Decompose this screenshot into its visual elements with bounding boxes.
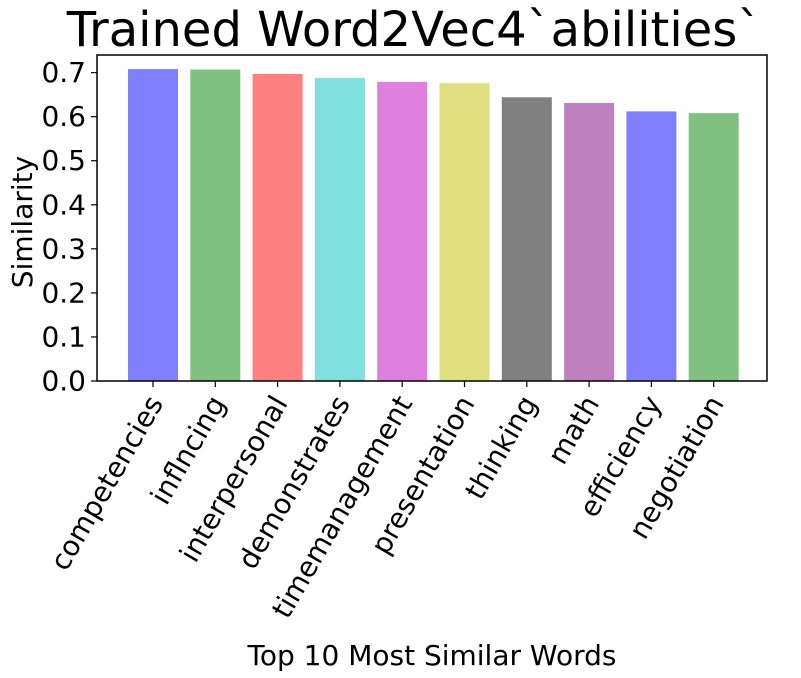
y-tick-label: 0.6 bbox=[41, 100, 86, 133]
bar-interpersonal bbox=[252, 73, 303, 382]
y-tick-label: 0.3 bbox=[41, 232, 86, 265]
x-axis-label: Top 10 Most Similar Words bbox=[247, 639, 617, 672]
y-tick-label: 0.4 bbox=[41, 188, 86, 221]
bar-timemanagement bbox=[377, 81, 428, 381]
y-tick-label: 0.0 bbox=[41, 365, 86, 398]
bar-negotiation bbox=[688, 113, 739, 381]
plot-frame bbox=[96, 54, 768, 382]
bars-group bbox=[128, 69, 739, 382]
bar-inflncing bbox=[190, 69, 241, 381]
chart-title: Trained Word2Vec4`abilities` bbox=[66, 2, 762, 58]
y-tick-label: 0.5 bbox=[41, 144, 86, 177]
bar-efficiency bbox=[626, 111, 677, 381]
y-axis-label: Similarity bbox=[6, 156, 39, 288]
bar-math bbox=[564, 103, 615, 381]
bar-demonstrates bbox=[314, 77, 365, 381]
y-tick-label: 0.7 bbox=[41, 56, 86, 89]
bar-competencies bbox=[128, 69, 178, 382]
x-axis: competenciesinflncinginterpersonaldemons… bbox=[44, 381, 731, 624]
bar-presentation bbox=[439, 83, 490, 382]
x-tick-label: math bbox=[541, 390, 606, 470]
y-tick-label: 0.1 bbox=[41, 320, 86, 353]
bar-thinking bbox=[501, 97, 552, 381]
y-tick-label: 0.2 bbox=[41, 276, 86, 309]
y-axis: 0.0 0.1 0.2 0.3 0.4 0.5 0.6 0.7 bbox=[41, 56, 97, 398]
